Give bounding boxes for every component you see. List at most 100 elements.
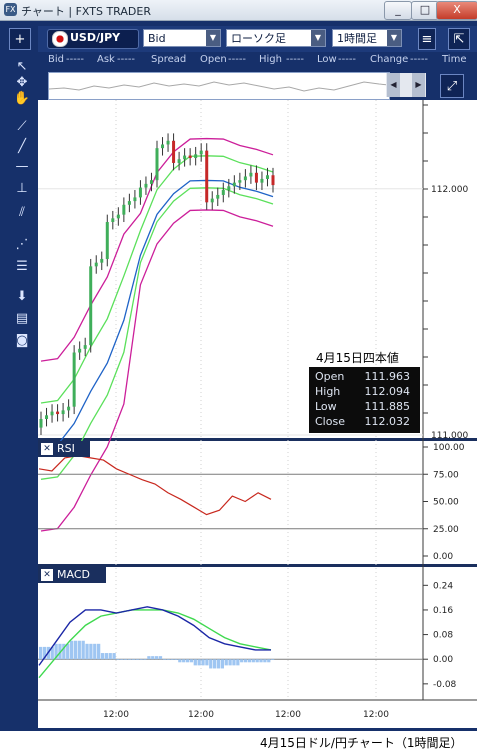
currency-pair-button[interactable] [47,29,139,49]
minimize-button[interactable]: _ [384,1,412,20]
select-tool-icon[interactable]: ↖ [16,59,28,74]
candle-body [227,186,231,191]
ohlc-close-value: 112.032 [364,415,411,428]
channel-icon[interactable]: ⫽ [19,205,25,220]
ask-value: ----- [117,54,136,65]
crosshair-tool-icon[interactable]: ✥ [16,75,28,90]
ohlc-title: 4月15日四本値 [316,351,399,365]
macd-histogram-bar [240,659,244,663]
timeframe-select[interactable]: 1時間足 ▼ [332,29,402,47]
rsi-tick-label: 0.00 [433,552,453,562]
candle-body [100,258,104,263]
pan-tool-icon[interactable]: ✋ [13,91,31,106]
close-macd-icon[interactable]: ✕ [41,569,53,581]
macd-histogram-bar [220,659,224,669]
line-icon[interactable]: ╱ [18,139,26,154]
candle-body [260,178,264,183]
ohlc-high-value: 112.094 [364,385,411,398]
macd-histogram-bar [259,659,263,663]
rsi-panel-label: ✕ RSI [38,441,90,457]
macd-histogram-bar [116,659,120,661]
macd-tick-label: 0.16 [433,606,453,616]
candle-body [133,197,137,202]
macd-histogram-bar [104,653,108,660]
popout-button[interactable]: ⇱ [448,28,470,50]
macd-histogram-bar [147,656,151,660]
price-tick-label: 111.000 [431,431,468,441]
open-label: Open [200,54,227,65]
candle-body [83,345,87,349]
vertical-line-icon[interactable]: ⊥ [16,181,28,196]
macd-histogram-bar [170,659,174,661]
macd-histogram-bar [197,659,201,666]
macd-histogram-bar [89,643,93,660]
scroll-left-icon[interactable]: ◀ [387,73,400,97]
candle-body [89,266,93,346]
macd-histogram-bar [112,653,116,660]
camera-icon[interactable]: ◙ [15,333,29,348]
candle-body [249,172,253,177]
title-bar [0,0,477,21]
zoom-button[interactable]: ⤢ [440,74,464,98]
price-type-select[interactable]: Bid ▼ [143,29,221,47]
macd-tick-label: -0.08 [433,680,457,690]
macd-histogram-bar [216,659,221,669]
ohlc-close-label: Close [315,415,345,428]
macd-histogram-bar [185,659,190,663]
candle-body [161,144,165,149]
low-label: Low [317,54,337,65]
fibonacci-retracement-icon[interactable]: ☰ [16,259,28,274]
macd-panel-label: ✕ MACD [38,567,106,583]
close-rsi-icon[interactable]: ✕ [41,443,53,455]
macd-histogram-bar [124,659,128,661]
macd-histogram-bar [182,659,186,663]
candle-body [67,406,71,411]
add-chart-button[interactable]: + [9,28,31,50]
candle-body [122,204,126,215]
high-value: ----- [286,54,305,65]
close-button[interactable]: X [436,1,477,20]
candle-body [199,150,203,155]
macd-histogram-bar [224,659,228,666]
low-value: ----- [338,54,357,65]
candle-body [116,214,120,219]
quote-header: Bid ----- Ask ----- Spread Open ----- Hi… [38,54,477,70]
ohlc-box: Open 111.963 High 112.094 Low 111.885 Cl… [309,367,420,433]
macd-histogram-bar [97,643,101,660]
horizontal-line-icon[interactable]: — [15,159,29,174]
download-icon[interactable]: ⬇ [16,289,28,304]
macd-histogram-bar [93,643,97,660]
macd-histogram-bar [100,653,105,660]
macd-histogram-bar [243,659,248,663]
menu-button[interactable]: ≡ [418,28,436,50]
candle-body [111,218,115,223]
candle-body [138,187,142,198]
list-icon[interactable]: ▤ [15,311,29,326]
chart-type-select[interactable]: ローソク足 ▼ [226,29,326,47]
macd-histogram-bar [143,659,147,661]
overview-sparkline[interactable] [48,72,390,100]
fibonacci-fan-icon[interactable]: ⋰ [15,237,29,252]
x-tick-label: 12:00 [103,710,129,720]
trendline-icon[interactable]: ⟋ [17,119,27,134]
rsi-tick-label: 100.00 [433,443,465,453]
candle-body [177,159,181,163]
macd-line [38,606,271,666]
chevron-down-icon: ▼ [311,30,325,46]
candle-body [127,201,131,205]
currency-pair-label: USD/JPY [70,31,121,44]
scroll-right-icon[interactable]: ▶ [412,73,425,97]
macd-histogram-bar [255,659,259,663]
macd-histogram-bar [205,659,209,666]
overview-scroller[interactable]: ◀ ▶ [386,73,426,97]
macd-histogram-bar [228,659,232,666]
candle-body [183,155,187,160]
macd-histogram-bar [62,643,66,660]
candle-body [216,194,220,199]
maximize-button[interactable]: □ [411,1,439,20]
macd-histogram-bar [131,659,136,661]
candle-body [238,180,242,183]
macd-histogram-bar [73,640,78,660]
candle-body [254,172,258,183]
macd-signal-line [38,609,272,679]
